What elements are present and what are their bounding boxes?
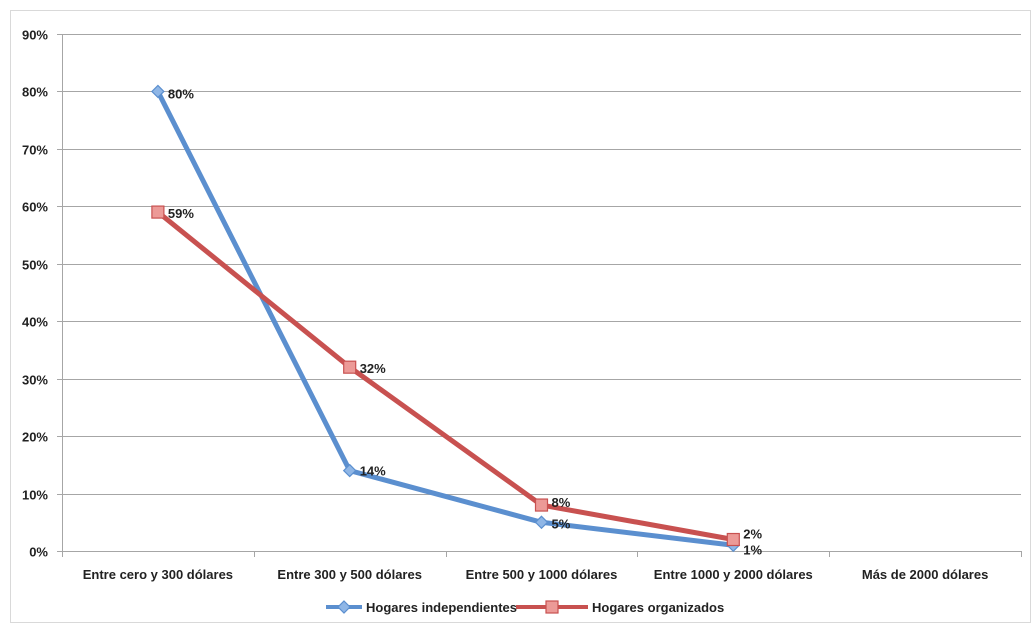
- x-tick-label: Más de 2000 dólares: [862, 567, 988, 582]
- y-tick-label: 90%: [22, 28, 48, 43]
- legend-label: Hogares organizados: [592, 600, 724, 615]
- data-point: [342, 463, 357, 478]
- series-line: [155, 209, 736, 543]
- data-label: 5%: [552, 516, 571, 531]
- x-tick-label: Entre 300 y 500 dólares: [277, 567, 422, 582]
- data-point: [534, 498, 549, 512]
- data-label: 80%: [168, 86, 194, 101]
- chart-border: [10, 10, 1031, 623]
- legend-marker: [545, 600, 559, 614]
- y-tick-label: 30%: [22, 373, 48, 388]
- data-point: [151, 205, 165, 219]
- gridlines: [62, 34, 1021, 495]
- data-label: 32%: [360, 361, 386, 376]
- data-point: [343, 360, 357, 374]
- y-tick-label: 50%: [22, 258, 48, 273]
- y-tick-label: 20%: [22, 430, 48, 445]
- data-label: 8%: [552, 495, 571, 510]
- data-label: 14%: [360, 464, 386, 479]
- y-tick-label: 80%: [22, 85, 48, 100]
- data-label: 1%: [743, 542, 762, 557]
- x-tick-label: Entre 500 y 1000 dólares: [466, 567, 618, 582]
- series-lines: [151, 84, 741, 553]
- y-tick-label: 70%: [22, 143, 48, 158]
- legend-marker: [337, 600, 351, 614]
- y-tick-label: 10%: [22, 488, 48, 503]
- data-point: [151, 84, 165, 99]
- x-tick-label: Entre 1000 y 2000 dólares: [654, 567, 813, 582]
- legend-label: Hogares independientes: [366, 600, 517, 615]
- data-point: [726, 532, 740, 547]
- x-tick-label: Entre cero y 300 dólares: [83, 567, 233, 582]
- y-tick-label: 0%: [29, 545, 48, 560]
- data-point: [534, 515, 549, 530]
- series-line: [155, 88, 736, 548]
- axes: 0% 10% 20% 30% 40% 50% 60% 70% 80% 90% Entre cero …: [22, 28, 1022, 582]
- data-labels: 80% 14% 5% 1% 59% 32% 8% 2%: [168, 86, 763, 557]
- y-tick-label: 60%: [22, 200, 48, 215]
- data-label: 59%: [168, 206, 194, 221]
- y-tick-label: 40%: [22, 315, 48, 330]
- data-label: 2%: [743, 527, 762, 542]
- legend: Hogares independientes Hogares organizado…: [326, 600, 724, 615]
